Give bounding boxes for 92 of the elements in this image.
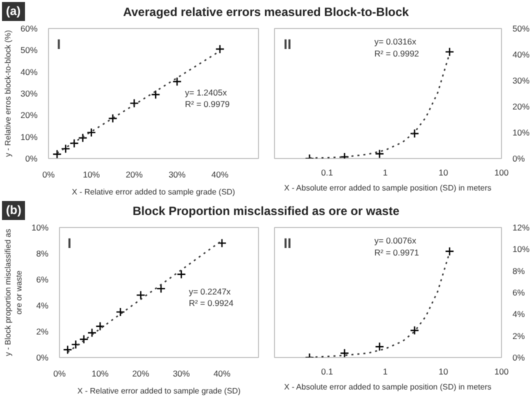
y2-tick-label: 8% <box>512 266 526 276</box>
annotation: I <box>56 36 61 52</box>
y2-tick-label: 40% <box>512 50 530 60</box>
point <box>444 246 454 256</box>
point <box>340 348 350 358</box>
y2-tick-label: 20% <box>512 102 530 112</box>
annotation: II <box>284 36 292 52</box>
point <box>176 270 186 279</box>
y2-tick-label: 10% <box>512 128 530 138</box>
point <box>108 114 118 124</box>
text: (a) <box>2 2 25 22</box>
x-tick-label: 40% <box>211 170 229 180</box>
point <box>86 128 96 138</box>
x-tick-label: 0.1 <box>321 366 334 376</box>
point <box>215 44 225 54</box>
point <box>172 76 182 86</box>
y-tick-label: 4% <box>36 300 49 310</box>
point <box>70 138 79 148</box>
annotation: R² = 0.9924 <box>188 298 234 308</box>
text: (b) <box>2 201 26 220</box>
x-tick-label: 100 <box>494 168 509 178</box>
point <box>410 326 420 336</box>
y-tick-label: 60% <box>20 24 38 34</box>
point <box>116 307 126 317</box>
point <box>78 133 88 143</box>
point <box>95 322 105 331</box>
x-tick-label: 10% <box>92 368 110 378</box>
x-tick-label: 10 <box>438 366 448 376</box>
x-tick-label: 1 <box>382 366 388 376</box>
annotation: R² = 0.9979 <box>185 99 230 110</box>
chart-title: Block Proportion misclassified as ore or waste <box>132 204 400 218</box>
x-axis-title: X - Absolute error added to sample position (SD) in meters <box>284 184 492 192</box>
y2-tick-label: 12% <box>512 222 530 232</box>
annotation: y= 0.2247x <box>188 286 232 296</box>
point <box>410 128 420 138</box>
point <box>60 144 70 154</box>
point <box>217 238 227 248</box>
x-axis-title: X - Relative error added to sample grade (SD) <box>77 386 241 396</box>
y-tick-label: 10% <box>31 222 49 232</box>
y-tick-label: 40% <box>20 66 38 77</box>
y2-tick-label: 4% <box>512 309 526 320</box>
y-tick-label: 0% <box>25 154 38 164</box>
x-tick-label: 30% <box>172 368 190 378</box>
y-tick-label: 2% <box>36 326 49 336</box>
annotation: R² = 0.9971 <box>374 247 420 258</box>
y2-tick-label: 2% <box>512 330 526 341</box>
x-tick-label: 1 <box>382 168 388 178</box>
x-tick-label: 10% <box>82 170 100 180</box>
point <box>87 328 97 338</box>
x-tick-label: 20% <box>126 170 144 180</box>
y-tick-label: 8% <box>36 248 49 258</box>
x-tick-label: 40% <box>213 368 231 378</box>
annotation: I <box>67 234 72 251</box>
y-tick-label: 50% <box>20 45 38 56</box>
x-axis-title: X - Absolute error added to sample position (SD) in meters <box>284 382 492 392</box>
y-tick-label: 30% <box>20 88 38 98</box>
y2-tick-label: 0% <box>512 352 526 362</box>
y-axis-title: y - Relative erros block-to-block (%) <box>3 30 12 157</box>
annotation: II <box>284 234 292 251</box>
annotation: y= 0.0076x <box>374 236 417 246</box>
point <box>444 47 454 57</box>
y-axis-title: y - Block proportion misclassified as ore or waste <box>4 228 24 356</box>
y-tick-label: 10% <box>20 132 38 142</box>
point <box>130 98 139 108</box>
annotation: y= 0.0316x <box>374 36 417 47</box>
x-tick-label: 30% <box>168 170 186 180</box>
point <box>374 342 384 352</box>
x-tick-label: 0% <box>53 368 66 378</box>
y2-tick-label: 0% <box>512 154 526 164</box>
x-tick-label: 100 <box>494 366 509 376</box>
x-tick-label: 20% <box>132 368 150 378</box>
point <box>79 334 89 344</box>
point <box>136 290 146 300</box>
chart-title: Averaged relative errors measured Block-to-Block <box>123 5 409 19</box>
x-axis-title: X - Relative error added to sample grade (SD) <box>72 188 236 196</box>
point <box>374 149 384 158</box>
annotation: y= 1.2405x <box>185 87 228 98</box>
point <box>62 345 72 354</box>
x-tick-label: 10 <box>438 168 448 178</box>
point <box>71 340 80 350</box>
point <box>156 284 166 294</box>
y2-tick-label: 10% <box>512 244 530 254</box>
x-tick-label: 0.1 <box>321 168 334 178</box>
y-tick-label: 6% <box>36 274 49 284</box>
point <box>52 150 62 158</box>
annotation: R² = 0.9992 <box>374 48 420 58</box>
y2-tick-label: 30% <box>512 76 530 86</box>
point <box>150 90 160 100</box>
y-tick-label: 20% <box>20 110 38 120</box>
y2-tick-label: 6% <box>512 288 526 298</box>
y2-tick-label: 50% <box>512 24 530 34</box>
y-tick-label: 0% <box>36 352 49 362</box>
